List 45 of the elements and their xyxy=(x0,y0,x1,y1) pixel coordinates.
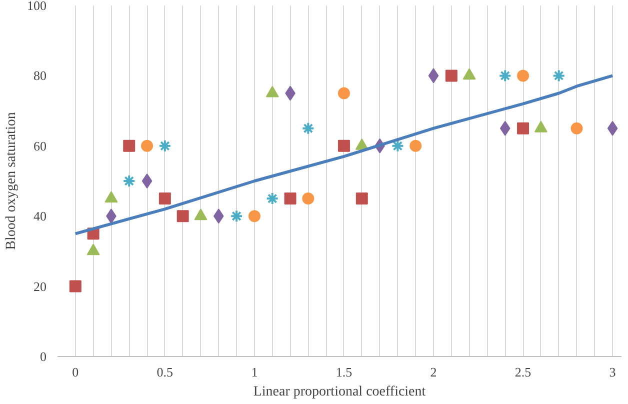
point xyxy=(500,120,510,136)
x-tick-label: 2 xyxy=(430,364,437,380)
x-axis-title: Linear proportional coefficient xyxy=(253,384,426,400)
point xyxy=(302,122,315,135)
x-tick-label: 1 xyxy=(251,364,258,380)
point xyxy=(158,192,171,205)
point xyxy=(69,280,82,292)
point xyxy=(284,192,296,205)
point xyxy=(517,122,530,134)
y-tick-label: 40 xyxy=(34,208,46,224)
x-tick-label: 2.5 xyxy=(514,364,532,380)
point xyxy=(141,140,154,152)
x-tick-label: 0 xyxy=(72,364,79,380)
point xyxy=(142,174,152,188)
point xyxy=(266,192,279,206)
point xyxy=(248,210,260,222)
y-tick-label: 20 xyxy=(34,278,46,294)
point xyxy=(410,140,422,152)
point xyxy=(123,140,136,152)
y-axis-title: Blood oxygen saturation xyxy=(4,112,19,250)
point xyxy=(552,69,566,82)
x-tick-label: 3 xyxy=(609,364,616,380)
point xyxy=(607,120,618,136)
x-tick-label: 0.5 xyxy=(156,364,174,380)
y-tick-label: 100 xyxy=(27,0,46,13)
point xyxy=(428,68,439,84)
point xyxy=(570,122,583,134)
point xyxy=(445,70,458,82)
point xyxy=(122,174,136,188)
point xyxy=(338,87,350,100)
point xyxy=(158,139,172,152)
point xyxy=(498,69,512,82)
point xyxy=(517,70,530,82)
y-tick-label: 80 xyxy=(34,68,46,84)
point xyxy=(230,210,244,223)
point xyxy=(391,139,404,152)
x-tick-label: 1.5 xyxy=(336,364,352,380)
point xyxy=(176,210,189,222)
point xyxy=(338,140,350,152)
y-tick-label: 60 xyxy=(34,138,46,154)
point xyxy=(356,192,368,205)
point xyxy=(302,192,314,205)
y-tick-label: 0 xyxy=(40,349,46,364)
point xyxy=(213,208,224,224)
line-series xyxy=(74,74,614,236)
